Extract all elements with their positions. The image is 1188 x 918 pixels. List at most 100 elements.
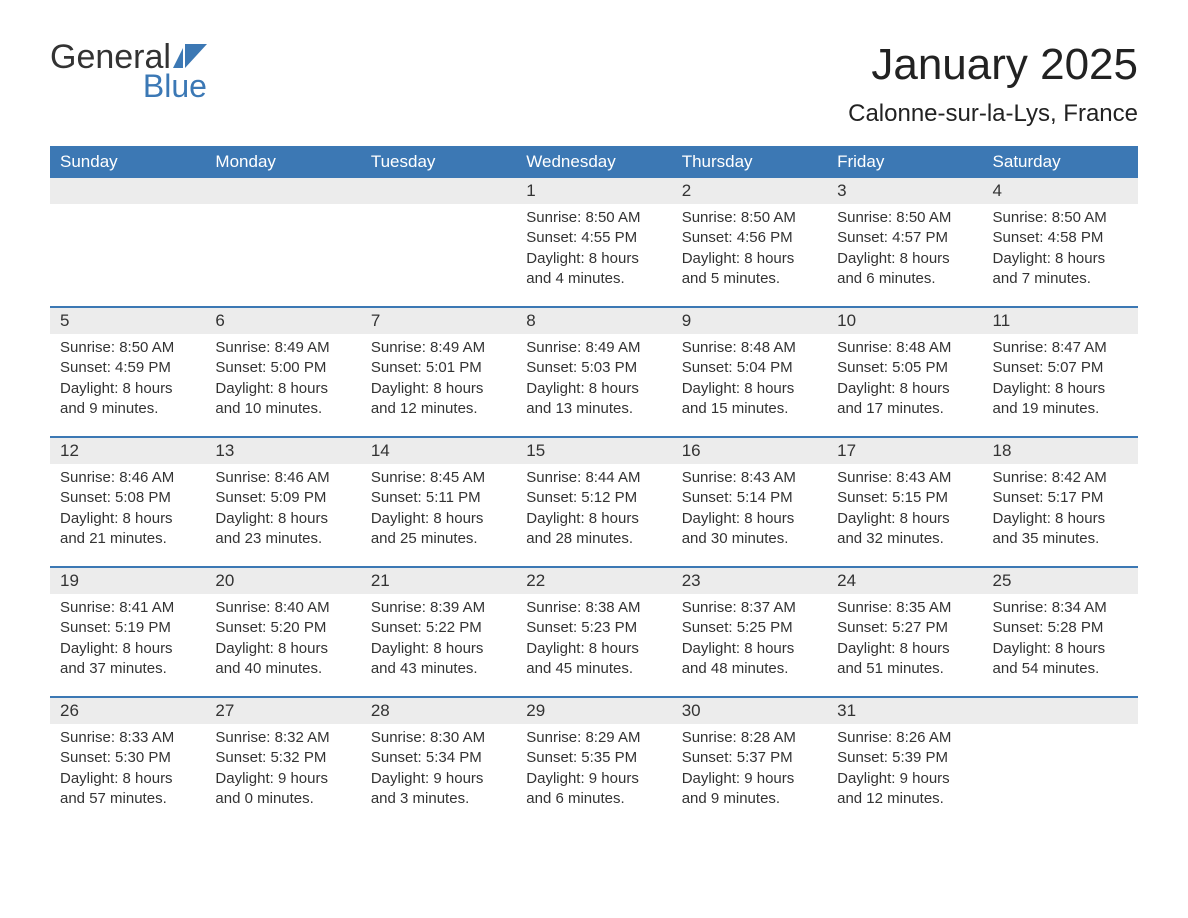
day-number: 14 (361, 438, 516, 464)
day-content: Sunrise: 8:29 AMSunset: 5:35 PMDaylight:… (516, 724, 671, 809)
sunrise-text: Sunrise: 8:29 AM (526, 728, 661, 748)
daylight-line1: Daylight: 8 hours (682, 379, 817, 399)
sunrise-text: Sunrise: 8:32 AM (215, 728, 350, 748)
day-number: 12 (50, 438, 205, 464)
sunset-text: Sunset: 5:22 PM (371, 618, 506, 638)
day-cell (50, 178, 205, 306)
day-content: Sunrise: 8:30 AMSunset: 5:34 PMDaylight:… (361, 724, 516, 809)
sunrise-text: Sunrise: 8:30 AM (371, 728, 506, 748)
sunset-text: Sunset: 5:03 PM (526, 358, 661, 378)
day-content: Sunrise: 8:49 AMSunset: 5:00 PMDaylight:… (205, 334, 360, 419)
sunrise-text: Sunrise: 8:26 AM (837, 728, 972, 748)
month-title: January 2025 (848, 40, 1138, 90)
daylight-line2: and 3 minutes. (371, 789, 506, 809)
day-content: Sunrise: 8:32 AMSunset: 5:32 PMDaylight:… (205, 724, 360, 809)
day-content: Sunrise: 8:50 AMSunset: 4:57 PMDaylight:… (827, 204, 982, 289)
daylight-line2: and 0 minutes. (215, 789, 350, 809)
sunset-text: Sunset: 5:04 PM (682, 358, 817, 378)
daylight-line1: Daylight: 8 hours (993, 509, 1128, 529)
sunrise-text: Sunrise: 8:50 AM (60, 338, 195, 358)
sunrise-text: Sunrise: 8:42 AM (993, 468, 1128, 488)
sunrise-text: Sunrise: 8:49 AM (526, 338, 661, 358)
sunrise-text: Sunrise: 8:48 AM (682, 338, 817, 358)
day-number (361, 178, 516, 204)
dayhead-sun: Sunday (50, 146, 205, 178)
daylight-line1: Daylight: 9 hours (837, 769, 972, 789)
daylight-line2: and 54 minutes. (993, 659, 1128, 679)
day-content: Sunrise: 8:48 AMSunset: 5:05 PMDaylight:… (827, 334, 982, 419)
daylight-line1: Daylight: 8 hours (526, 379, 661, 399)
day-number: 25 (983, 568, 1138, 594)
day-number: 2 (672, 178, 827, 204)
day-cell: 28Sunrise: 8:30 AMSunset: 5:34 PMDayligh… (361, 698, 516, 826)
sunset-text: Sunset: 5:25 PM (682, 618, 817, 638)
sunrise-text: Sunrise: 8:46 AM (60, 468, 195, 488)
sunset-text: Sunset: 5:01 PM (371, 358, 506, 378)
day-number: 21 (361, 568, 516, 594)
title-block: January 2025 Calonne-sur-la-Lys, France (848, 40, 1138, 128)
sunrise-text: Sunrise: 8:28 AM (682, 728, 817, 748)
day-cell: 16Sunrise: 8:43 AMSunset: 5:14 PMDayligh… (672, 438, 827, 566)
sunset-text: Sunset: 5:09 PM (215, 488, 350, 508)
day-content: Sunrise: 8:35 AMSunset: 5:27 PMDaylight:… (827, 594, 982, 679)
day-content: Sunrise: 8:50 AMSunset: 4:59 PMDaylight:… (50, 334, 205, 419)
daylight-line1: Daylight: 8 hours (215, 379, 350, 399)
sunset-text: Sunset: 5:27 PM (837, 618, 972, 638)
daylight-line1: Daylight: 8 hours (837, 509, 972, 529)
daylight-line2: and 4 minutes. (526, 269, 661, 289)
daylight-line1: Daylight: 9 hours (526, 769, 661, 789)
daylight-line1: Daylight: 8 hours (682, 509, 817, 529)
daylight-line2: and 9 minutes. (60, 399, 195, 419)
day-cell (983, 698, 1138, 826)
day-content: Sunrise: 8:38 AMSunset: 5:23 PMDaylight:… (516, 594, 671, 679)
sunrise-text: Sunrise: 8:33 AM (60, 728, 195, 748)
sunrise-text: Sunrise: 8:45 AM (371, 468, 506, 488)
day-content: Sunrise: 8:49 AMSunset: 5:03 PMDaylight:… (516, 334, 671, 419)
sunset-text: Sunset: 5:19 PM (60, 618, 195, 638)
day-number: 4 (983, 178, 1138, 204)
day-number: 11 (983, 308, 1138, 334)
sunset-text: Sunset: 4:57 PM (837, 228, 972, 248)
day-cell: 20Sunrise: 8:40 AMSunset: 5:20 PMDayligh… (205, 568, 360, 696)
day-content: Sunrise: 8:46 AMSunset: 5:08 PMDaylight:… (50, 464, 205, 549)
day-number: 31 (827, 698, 982, 724)
daylight-line1: Daylight: 8 hours (60, 639, 195, 659)
day-content: Sunrise: 8:49 AMSunset: 5:01 PMDaylight:… (361, 334, 516, 419)
sunset-text: Sunset: 5:11 PM (371, 488, 506, 508)
day-cell: 31Sunrise: 8:26 AMSunset: 5:39 PMDayligh… (827, 698, 982, 826)
daylight-line1: Daylight: 8 hours (993, 379, 1128, 399)
daylight-line2: and 7 minutes. (993, 269, 1128, 289)
daylight-line2: and 37 minutes. (60, 659, 195, 679)
location: Calonne-sur-la-Lys, France (848, 100, 1138, 128)
day-number: 13 (205, 438, 360, 464)
sunset-text: Sunset: 5:35 PM (526, 748, 661, 768)
day-content: Sunrise: 8:43 AMSunset: 5:14 PMDaylight:… (672, 464, 827, 549)
sunset-text: Sunset: 4:55 PM (526, 228, 661, 248)
sunrise-text: Sunrise: 8:50 AM (993, 208, 1128, 228)
day-number: 17 (827, 438, 982, 464)
week-row: 19Sunrise: 8:41 AMSunset: 5:19 PMDayligh… (50, 566, 1138, 696)
daylight-line2: and 25 minutes. (371, 529, 506, 549)
day-number: 29 (516, 698, 671, 724)
header: General Blue January 2025 Calonne-sur-la… (50, 40, 1138, 128)
daylight-line1: Daylight: 8 hours (682, 249, 817, 269)
day-cell: 6Sunrise: 8:49 AMSunset: 5:00 PMDaylight… (205, 308, 360, 436)
sunset-text: Sunset: 5:34 PM (371, 748, 506, 768)
daylight-line2: and 6 minutes. (837, 269, 972, 289)
sunset-text: Sunset: 5:12 PM (526, 488, 661, 508)
daylight-line2: and 6 minutes. (526, 789, 661, 809)
daylight-line2: and 57 minutes. (60, 789, 195, 809)
day-content: Sunrise: 8:43 AMSunset: 5:15 PMDaylight:… (827, 464, 982, 549)
day-content: Sunrise: 8:50 AMSunset: 4:58 PMDaylight:… (983, 204, 1138, 289)
day-content: Sunrise: 8:47 AMSunset: 5:07 PMDaylight:… (983, 334, 1138, 419)
daylight-line1: Daylight: 8 hours (60, 509, 195, 529)
sunrise-text: Sunrise: 8:39 AM (371, 598, 506, 618)
daylight-line1: Daylight: 8 hours (371, 639, 506, 659)
sunrise-text: Sunrise: 8:50 AM (837, 208, 972, 228)
daylight-line2: and 12 minutes. (837, 789, 972, 809)
sunrise-text: Sunrise: 8:48 AM (837, 338, 972, 358)
dayhead-fri: Friday (827, 146, 982, 178)
day-cell: 21 Sunrise: 8:39 AMSunset: 5:22 PMDayligh… (361, 568, 516, 696)
daylight-line1: Daylight: 8 hours (837, 249, 972, 269)
sunset-text: Sunset: 5:14 PM (682, 488, 817, 508)
